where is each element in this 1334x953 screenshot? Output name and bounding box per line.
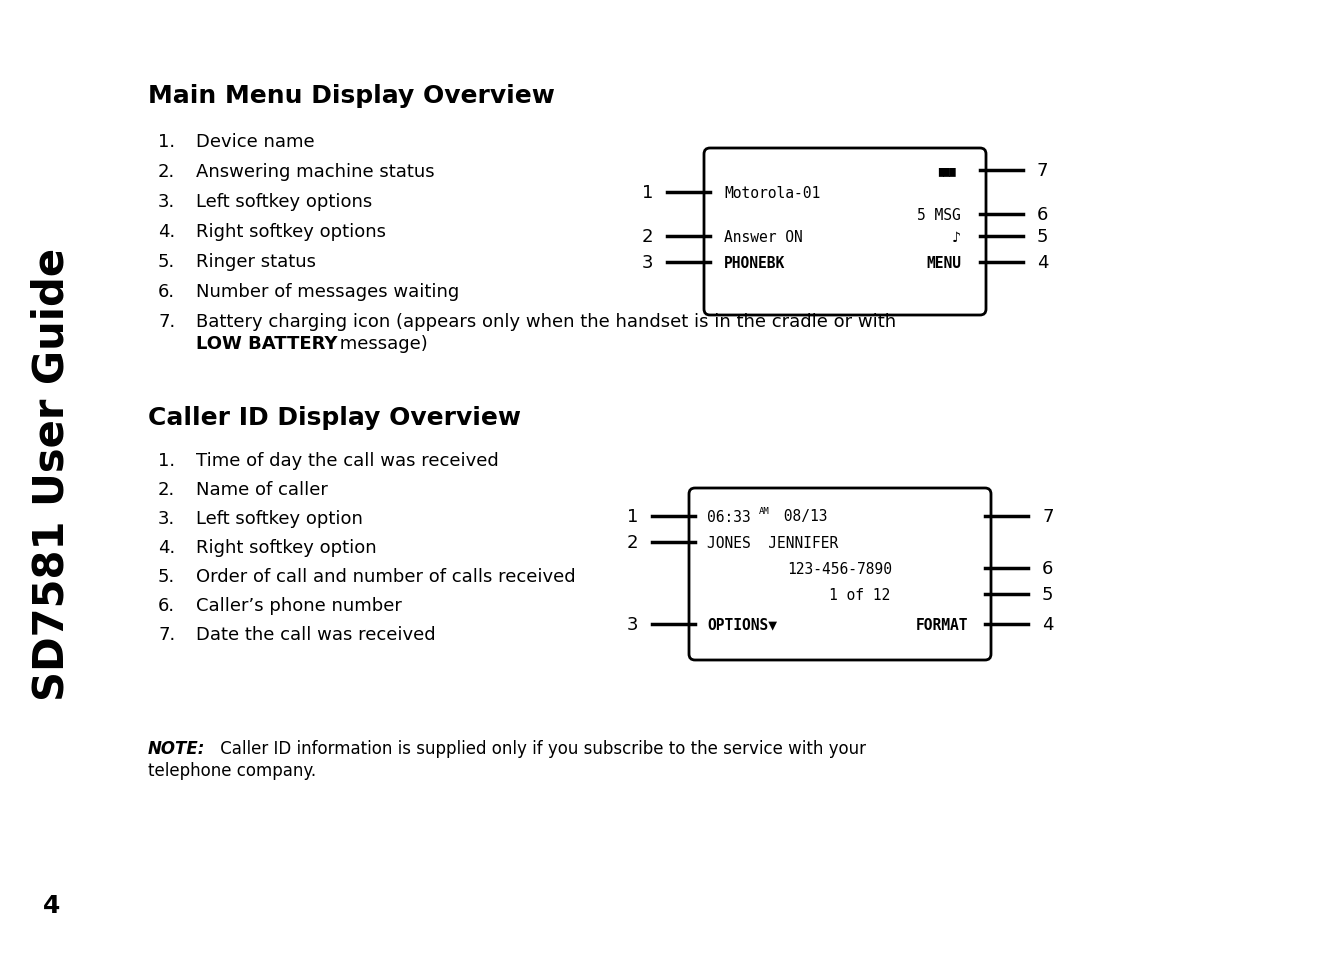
Text: 1.: 1. <box>157 132 175 151</box>
Text: MENU: MENU <box>926 255 960 271</box>
Text: 1: 1 <box>642 184 654 202</box>
Text: 7.: 7. <box>157 313 175 331</box>
Text: Time of day the call was received: Time of day the call was received <box>196 452 499 470</box>
Text: telephone company.: telephone company. <box>148 761 316 780</box>
Text: 6.: 6. <box>157 283 175 301</box>
Text: ♪: ♪ <box>952 230 960 244</box>
Text: 6: 6 <box>1042 559 1054 578</box>
Text: 08/13: 08/13 <box>775 509 827 524</box>
Text: 4: 4 <box>43 893 60 917</box>
Text: 1: 1 <box>627 507 638 525</box>
Text: 3: 3 <box>642 253 654 272</box>
Text: Ringer status: Ringer status <box>196 253 316 271</box>
Text: JONES  JENNIFER: JONES JENNIFER <box>707 535 838 550</box>
Text: 7: 7 <box>1037 162 1049 180</box>
Text: PHONEBK: PHONEBK <box>724 255 786 271</box>
Text: AM: AM <box>759 506 770 515</box>
Text: 6: 6 <box>1037 206 1049 224</box>
Text: Right softkey option: Right softkey option <box>196 538 376 557</box>
Text: 3.: 3. <box>157 193 175 211</box>
Text: SD7581 User Guide: SD7581 User Guide <box>31 247 73 700</box>
Text: Right softkey options: Right softkey options <box>196 223 386 241</box>
Text: 5.: 5. <box>157 253 175 271</box>
Text: LOW BATTERY: LOW BATTERY <box>196 335 338 353</box>
Text: Battery charging icon (appears only when the handset is in the cradle or with: Battery charging icon (appears only when… <box>196 313 896 331</box>
Text: 3.: 3. <box>157 510 175 527</box>
Text: 7.: 7. <box>157 625 175 643</box>
Text: OPTIONS▼: OPTIONS▼ <box>707 617 776 632</box>
Text: Motorola-01: Motorola-01 <box>724 185 820 200</box>
Text: 2.: 2. <box>157 480 175 498</box>
Text: 4.: 4. <box>157 223 175 241</box>
Text: 5: 5 <box>1042 585 1054 603</box>
Text: Caller’s phone number: Caller’s phone number <box>196 597 402 615</box>
FancyBboxPatch shape <box>688 489 991 660</box>
Text: Answering machine status: Answering machine status <box>196 163 435 181</box>
Text: 2: 2 <box>642 228 654 246</box>
Text: 5.: 5. <box>157 567 175 585</box>
Text: 2: 2 <box>627 534 638 552</box>
Text: 5: 5 <box>1037 228 1049 246</box>
Text: 1.: 1. <box>157 452 175 470</box>
Text: Left softkey option: Left softkey option <box>196 510 363 527</box>
Text: Name of caller: Name of caller <box>196 480 328 498</box>
Text: 4: 4 <box>1042 616 1054 634</box>
Text: NOTE:: NOTE: <box>148 740 205 758</box>
Text: FORMAT: FORMAT <box>915 617 968 632</box>
Text: Caller ID information is supplied only if you subscribe to the service with your: Caller ID information is supplied only i… <box>215 740 866 758</box>
Text: 123-456-7890: 123-456-7890 <box>787 561 892 576</box>
Text: 6.: 6. <box>157 597 175 615</box>
Text: 4.: 4. <box>157 538 175 557</box>
Text: 1 of 12: 1 of 12 <box>830 587 891 602</box>
Text: Left softkey options: Left softkey options <box>196 193 372 211</box>
FancyBboxPatch shape <box>704 149 986 315</box>
Text: 3: 3 <box>627 616 638 634</box>
Text: 5 MSG: 5 MSG <box>918 208 960 222</box>
Text: Caller ID Display Overview: Caller ID Display Overview <box>148 406 522 430</box>
Text: 7: 7 <box>1042 507 1054 525</box>
Text: 06:33: 06:33 <box>707 509 751 524</box>
Text: Answer ON: Answer ON <box>724 230 803 244</box>
Text: 2.: 2. <box>157 163 175 181</box>
Text: message): message) <box>334 335 428 353</box>
Text: ▆▆▆: ▆▆▆ <box>938 166 956 175</box>
Text: Date the call was received: Date the call was received <box>196 625 436 643</box>
Text: 4: 4 <box>1037 253 1049 272</box>
Text: Device name: Device name <box>196 132 315 151</box>
Text: Order of call and number of calls received: Order of call and number of calls receiv… <box>196 567 576 585</box>
Text: Number of messages waiting: Number of messages waiting <box>196 283 459 301</box>
Text: Main Menu Display Overview: Main Menu Display Overview <box>148 84 555 108</box>
